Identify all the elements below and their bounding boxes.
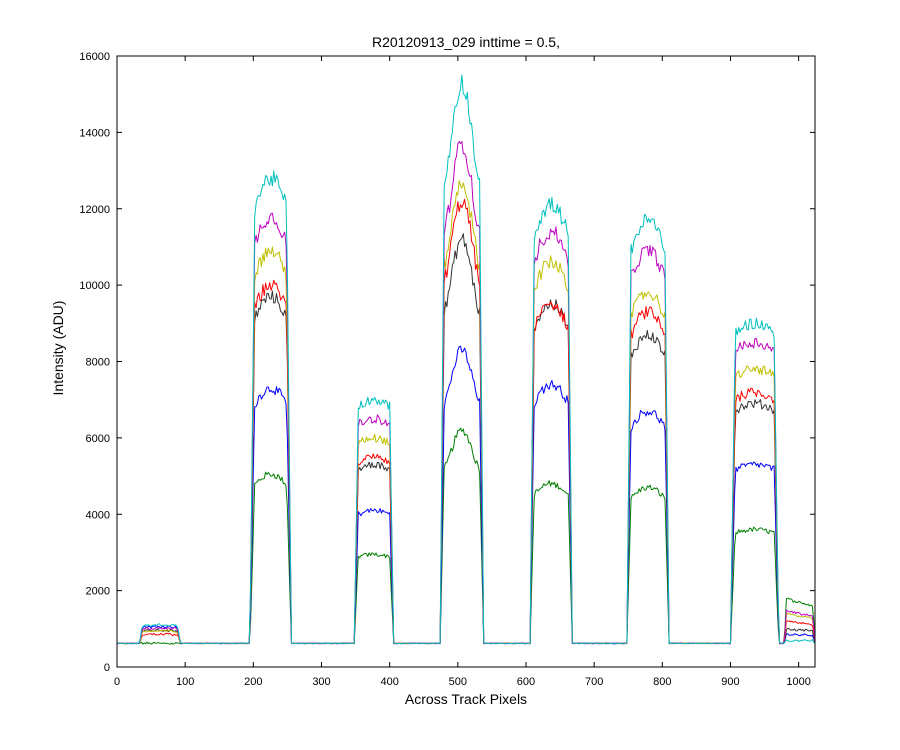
y-tick-label: 12000 xyxy=(79,204,110,216)
x-tick-label: 200 xyxy=(244,676,262,688)
x-tick-label: 0 xyxy=(114,676,120,688)
series-line-7 xyxy=(116,74,816,645)
x-tick-label: 300 xyxy=(312,676,330,688)
y-tick-label: 4000 xyxy=(86,509,110,521)
x-tick-label: 700 xyxy=(585,676,603,688)
y-tick-label: 14000 xyxy=(79,127,110,139)
x-tick-label: 100 xyxy=(176,676,194,688)
y-tick-label: 8000 xyxy=(86,357,110,369)
x-tick-label: 800 xyxy=(653,676,671,688)
x-tick-label: 1000 xyxy=(786,676,810,688)
chart-title: R20120913_029 inttime = 0.5, xyxy=(372,34,560,50)
series-group xyxy=(116,74,816,645)
x-tick-label: 900 xyxy=(721,676,739,688)
axes-box xyxy=(116,55,816,668)
y-axis-label: Intensity (ADU) xyxy=(50,301,66,396)
y-tick-label: 6000 xyxy=(86,433,110,445)
y-tick-label: 0 xyxy=(104,662,110,674)
y-tick-label: 16000 xyxy=(79,51,110,63)
x-tick-label: 600 xyxy=(517,676,535,688)
plot-area xyxy=(117,56,815,667)
x-tick-label: 500 xyxy=(449,676,467,688)
y-tick-label: 2000 xyxy=(86,586,110,598)
y-tick-label: 10000 xyxy=(79,280,110,292)
x-tick-label: 400 xyxy=(380,676,398,688)
ticks-group: 0 100 200 300 400 500 600 700 800 900 100002000400… xyxy=(79,51,815,688)
x-axis-label: Across Track Pixels xyxy=(405,691,527,707)
